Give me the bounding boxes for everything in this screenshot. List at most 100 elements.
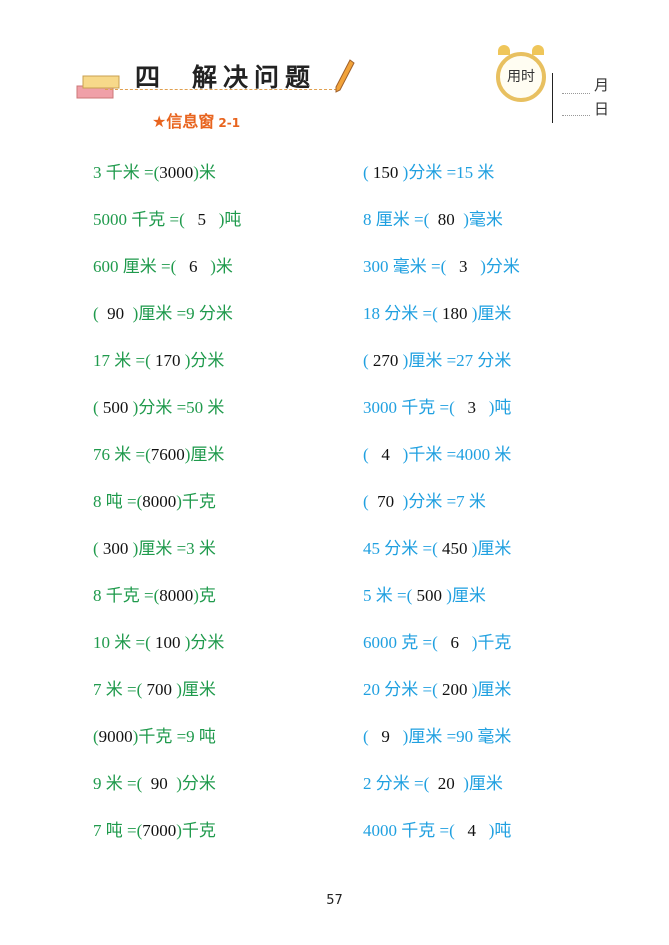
answer: 200 xyxy=(442,680,468,699)
answer: 7000 xyxy=(142,821,177,840)
answer: 90 xyxy=(107,304,125,323)
answer: 90 xyxy=(150,774,168,793)
equation-left: 7 米 =( xyxy=(93,680,143,699)
answer: 8000 xyxy=(159,586,194,605)
conversion-item: 7 吨 =(7000)千克 xyxy=(93,816,216,841)
equation-left: ( xyxy=(363,351,369,370)
equation-left: ( xyxy=(363,163,369,182)
conversion-item: (150)分米 =15 米 xyxy=(363,158,494,183)
conversion-item: 9 米 =(90)分米 xyxy=(93,769,216,794)
equation-right: )千克 xyxy=(471,633,512,652)
answer: 270 xyxy=(372,351,399,370)
conversion-item: (9 )厘米 =90 毫米 xyxy=(363,722,511,747)
conversion-item: 10 米 =(100)分米 xyxy=(93,628,224,653)
answer: 5 xyxy=(197,210,207,229)
answer: 8000 xyxy=(142,492,177,511)
answer: 450 xyxy=(442,539,468,558)
answer: 500 xyxy=(102,398,129,417)
answer: 3 xyxy=(459,257,468,276)
equation-left: 3 千米 =( xyxy=(93,163,160,182)
answer: 20 xyxy=(437,774,455,793)
answer: 9 xyxy=(381,727,390,746)
conversion-item: 7 米 =(700)厘米 xyxy=(93,675,216,700)
conversion-item: 6000 克 =(6)千克 xyxy=(363,628,511,653)
equation-right: )厘米 =90 毫米 xyxy=(402,727,512,746)
equation-right: )吨 xyxy=(218,210,242,229)
conversion-item: (90)厘米 =9 分米 xyxy=(93,299,233,324)
equation-right: )分米 xyxy=(184,351,225,370)
answer: 9000 xyxy=(98,727,133,746)
equation-left: 5000 千克 =( xyxy=(93,210,185,229)
equation-right: )千克 xyxy=(176,492,216,511)
answer: 300 xyxy=(102,539,129,558)
equation-right: )米 xyxy=(210,257,233,276)
equation-right: )厘米 =9 分米 xyxy=(132,304,233,323)
info-window-text: 信息窗 xyxy=(166,112,215,131)
conversion-item: 600 厘米 =( 6 )米 xyxy=(93,252,233,277)
equation-left: 4000 千克 =( xyxy=(363,821,455,840)
pencil-icon xyxy=(335,59,355,93)
equation-right: )厘米 =3 米 xyxy=(132,539,216,558)
conversion-item: 8 吨 =(8000)千克 xyxy=(93,487,216,512)
equation-left: ( xyxy=(93,727,99,746)
equation-left: 300 毫米 =( xyxy=(363,257,447,276)
equation-right: )千克 xyxy=(176,821,216,840)
title-text: 解决问题 xyxy=(192,63,317,92)
equation-left: ( xyxy=(93,398,99,417)
equation-right: )毫米 xyxy=(463,210,503,229)
answer: 3000 xyxy=(159,163,194,182)
equation-right: )分米 =50 米 xyxy=(132,398,225,417)
month-field[interactable] xyxy=(562,93,590,94)
equation-left: ( xyxy=(93,539,99,558)
conversion-item: 2 分米 =(20)厘米 xyxy=(363,769,503,794)
conversion-item: 8 厘米 =(80)毫米 xyxy=(363,205,503,230)
equation-left: 600 厘米 =( xyxy=(93,257,177,276)
equation-right: )厘米 xyxy=(471,539,512,558)
equation-left: 8 吨 =( xyxy=(93,492,143,511)
conversion-item: 20 分米 =(200)厘米 xyxy=(363,675,511,700)
equation-left: 18 分米 =( xyxy=(363,304,438,323)
equation-right: )吨 xyxy=(488,398,512,417)
answer: 180 xyxy=(442,304,468,323)
equation-right: )厘米 xyxy=(176,680,216,699)
equation-left: 10 米 =( xyxy=(93,633,151,652)
equation-left: 6000 克 =( xyxy=(363,633,438,652)
answer: 4 xyxy=(467,821,477,840)
equation-left: 8 厘米 =( xyxy=(363,210,430,229)
equation-right: )分米 xyxy=(176,774,216,793)
day-field[interactable] xyxy=(562,115,590,116)
answer: 70 xyxy=(377,492,395,511)
conversion-item: 300 毫米 =(3)分米 xyxy=(363,252,520,277)
equation-left: ( xyxy=(363,727,369,746)
equation-left: 8 千克 =( xyxy=(93,586,160,605)
info-window-number: 2-1 xyxy=(218,116,241,130)
equation-right: )厘米 =27 分米 xyxy=(402,351,512,370)
equation-left: 2 分米 =( xyxy=(363,774,430,793)
unit-number: 四 xyxy=(135,63,167,92)
clock-bell-right xyxy=(532,45,544,55)
equation-right: )厘米 xyxy=(471,680,512,699)
answer: 4 xyxy=(381,445,390,464)
answer: 500 xyxy=(416,586,443,605)
page-number: 57 xyxy=(326,893,343,908)
conversion-item: 17 米 =(170)分米 xyxy=(93,346,224,371)
equation-left: 7 吨 =( xyxy=(93,821,143,840)
answer: 150 xyxy=(372,163,399,182)
divider xyxy=(105,89,337,90)
conversion-item: 3000 千克 =(3)吨 xyxy=(363,393,511,418)
answer: 700 xyxy=(146,680,173,699)
equation-left: ( xyxy=(363,492,369,511)
conversion-item: 4000 千克 =(4)吨 xyxy=(363,816,511,841)
divider-vertical xyxy=(552,73,553,123)
equation-right: )千克 =9 吨 xyxy=(132,727,216,746)
clock-label: 用时 xyxy=(507,69,535,85)
conversion-item: 8 千克 =(8000)克 xyxy=(93,581,216,606)
conversion-item: 18 分米 =(180)厘米 xyxy=(363,299,511,324)
equation-right: )米 xyxy=(193,163,216,182)
equation-right: )分米 =15 米 xyxy=(402,163,495,182)
answer: 6 xyxy=(189,257,198,276)
conversion-item: 5000 千克 =( 5 )吨 xyxy=(93,205,241,230)
equation-right: )分米 =7 米 xyxy=(402,492,486,511)
books-icon xyxy=(76,75,120,99)
conversion-item: (500)分米 =50 米 xyxy=(93,393,224,418)
